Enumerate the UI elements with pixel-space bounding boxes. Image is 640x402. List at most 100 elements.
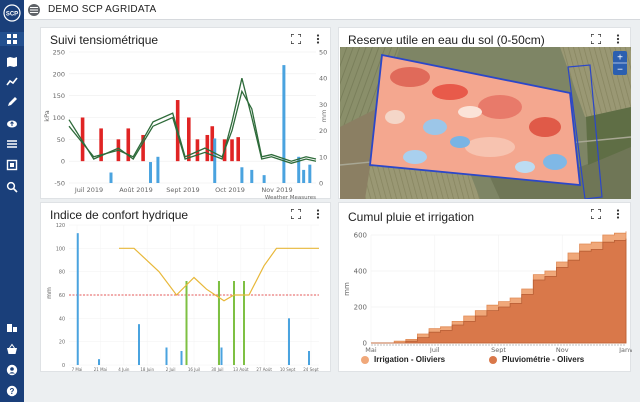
- map-zoom-control: + −: [613, 51, 627, 76]
- panel-title: Indice de confort hydrique: [50, 208, 189, 222]
- x-tick-label: Mai: [365, 346, 377, 353]
- x-tick-label: 21 Mai: [94, 367, 107, 372]
- x-tick-label: Août 2019: [119, 186, 153, 194]
- legend-item-rainfall[interactable]: Pluviométrie - Olivers: [489, 355, 584, 364]
- y-tick-label: 80: [59, 270, 65, 276]
- y-tick-label: 200: [354, 304, 367, 312]
- dashboard-icon[interactable]: [0, 32, 24, 46]
- top-bar: DEMO SCP AGRIDATA: [24, 0, 640, 20]
- satellite-map[interactable]: + −: [340, 47, 631, 199]
- x-tick-label: 30 Juil: [211, 367, 223, 372]
- rain-bar: [220, 347, 223, 365]
- rain-bar: [98, 359, 100, 365]
- basket-icon[interactable]: [5, 342, 19, 356]
- zoom-out-button[interactable]: −: [617, 65, 623, 76]
- rain-bar: [165, 347, 168, 365]
- rain-bar: [308, 164, 312, 183]
- layers-icon[interactable]: [5, 137, 19, 151]
- rain-bar: [76, 233, 79, 365]
- more-options-icon[interactable]: [312, 208, 324, 220]
- y2-tick-label: 40: [319, 75, 327, 83]
- y2-tick-label: 20: [319, 127, 327, 135]
- legend-label: Irrigation - Oliviers: [374, 355, 446, 364]
- panel-water-reserve: Reserve utile en eau du sol (0-50cm): [338, 27, 631, 199]
- irrigation-bar: [185, 281, 188, 365]
- app-title: DEMO SCP AGRIDATA: [48, 4, 157, 15]
- irrigation-bar: [126, 128, 131, 162]
- legend-label: Pluviométrie - Olivers: [502, 355, 585, 364]
- pencil-icon[interactable]: [5, 95, 19, 109]
- more-options-icon[interactable]: [312, 33, 324, 45]
- rain-bar: [149, 162, 153, 183]
- y-tick-label: 200: [53, 70, 65, 78]
- y-axis-label: kPa: [43, 110, 51, 121]
- trend-icon[interactable]: [5, 75, 19, 89]
- y-tick-label: 600: [354, 232, 367, 240]
- irrigation-bar: [218, 281, 220, 365]
- irrigation-bar: [236, 137, 240, 162]
- logo-text: SCP: [6, 12, 18, 18]
- x-tick-label: 7 Mai: [72, 367, 83, 372]
- rainfall-area: [371, 238, 627, 344]
- cloud-upload-icon[interactable]: [5, 116, 19, 130]
- x-tick-label: 10 Sept: [280, 367, 296, 372]
- rain-bar: [262, 175, 266, 183]
- x-tick-label: Nov: [556, 346, 569, 353]
- comfort-line: [119, 247, 319, 302]
- flask-icon[interactable]: [5, 158, 19, 172]
- rain-bar: [308, 351, 310, 365]
- y-axis-label: mm: [343, 282, 351, 296]
- menu-icon[interactable]: [28, 4, 40, 16]
- rain-bar: [288, 318, 290, 365]
- more-options-icon[interactable]: [612, 208, 624, 220]
- x-tick-label: Janv: [618, 346, 632, 353]
- y-tick-label: 40: [59, 316, 65, 322]
- y-tick-label: 400: [354, 268, 367, 276]
- x-tick-label: 4 Juin: [118, 367, 130, 372]
- x-tick-label: Juil: [429, 346, 440, 353]
- more-options-icon[interactable]: [612, 33, 624, 45]
- svg-text:?: ?: [10, 387, 15, 396]
- user-icon[interactable]: [5, 363, 19, 377]
- irrigation-bar: [230, 139, 234, 162]
- y-tick-label: 0: [61, 158, 65, 166]
- panel-cumulative: Cumul pluie et irrigation 600 400 200 0 mm Ma…: [338, 202, 632, 372]
- legend-dot: [361, 355, 369, 364]
- buildings-icon[interactable]: [5, 320, 19, 334]
- x-tick-label: Nov 2019: [261, 186, 292, 194]
- y-tick-label: 100: [56, 246, 65, 252]
- map-icon[interactable]: [5, 55, 19, 69]
- rain-bar: [240, 167, 244, 183]
- sidebar: SCP ?: [0, 0, 24, 402]
- irrigation-bar: [99, 128, 103, 162]
- x-tick-label: 2 Juil: [166, 367, 176, 372]
- panel-title: Suivi tensiométrique: [50, 33, 159, 47]
- zoom-in-button[interactable]: +: [617, 53, 623, 64]
- rain-bar: [138, 324, 140, 365]
- panel-title: Reserve utile en eau du sol (0-50cm): [348, 33, 545, 47]
- irrigation-bar: [80, 117, 85, 162]
- y-tick-label: 0: [363, 340, 367, 348]
- x-tick-label: 27 Août: [256, 367, 272, 372]
- help-icon[interactable]: ?: [5, 384, 19, 398]
- x-tick-label: Oct 2019: [215, 186, 245, 194]
- y-tick-label: -50: [54, 180, 65, 188]
- x-tick-label: 24 Sept: [303, 367, 319, 372]
- legend-dot: [489, 355, 497, 364]
- search-icon[interactable]: [5, 180, 19, 194]
- x-tick-label: Juil 2019: [74, 186, 103, 194]
- scp-logo[interactable]: SCP: [3, 3, 21, 23]
- chart-credit: Weather Measures: [265, 195, 316, 200]
- tension-line: [68, 89, 317, 162]
- y-tick-label: 50: [57, 136, 65, 144]
- irrigation-bar: [210, 126, 215, 162]
- y2-tick-label: 30: [319, 101, 327, 109]
- panel-tensiometric: Suivi tensiométrique 250 200 150 100 50 0 -50 5…: [40, 27, 331, 201]
- irrigation-bar: [205, 134, 210, 162]
- fullscreen-icon[interactable]: [590, 33, 602, 45]
- y-tick-label: 0: [62, 363, 65, 369]
- rain-bar: [297, 156, 301, 183]
- water-comfort-chart: 120 100 80 60 40 20 0 7 Mai 21 Mai 4 Juin 18 Juin 2…: [46, 223, 319, 372]
- legend-item-irrigation[interactable]: Irrigation - Oliviers: [361, 355, 445, 364]
